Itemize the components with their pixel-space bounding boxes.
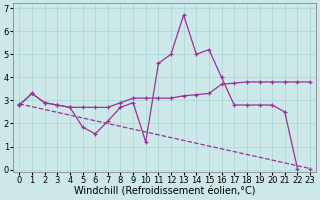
X-axis label: Windchill (Refroidissement éolien,°C): Windchill (Refroidissement éolien,°C) (74, 187, 255, 197)
